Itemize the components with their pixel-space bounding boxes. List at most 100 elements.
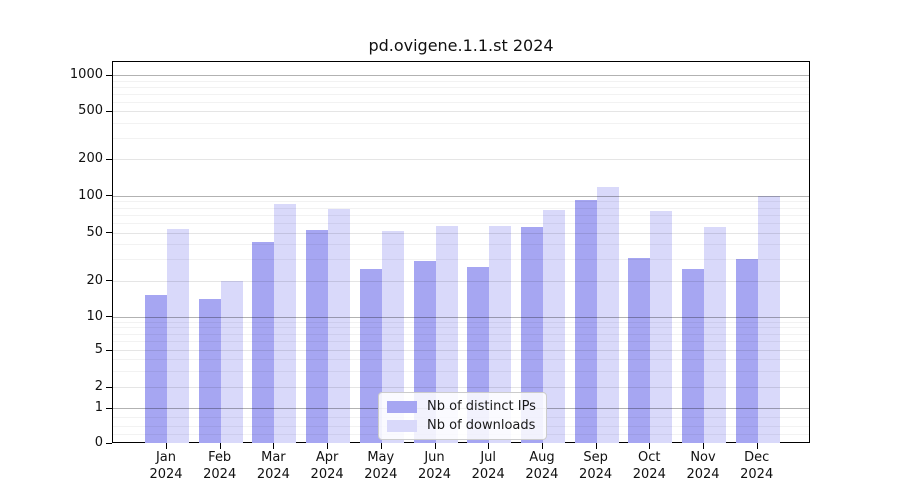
y-tick-mark bbox=[106, 349, 112, 351]
y-axis-tick-label: 10 bbox=[86, 308, 103, 324]
y-axis-tick-label: 5 bbox=[94, 342, 103, 357]
gridline bbox=[113, 341, 809, 343]
x-tick-mark bbox=[649, 443, 651, 449]
x-tick-mark bbox=[219, 443, 221, 449]
x-tick-year: 2024 bbox=[417, 467, 452, 482]
gridline bbox=[113, 195, 809, 197]
y-tick-mark bbox=[106, 158, 112, 160]
gridline bbox=[113, 75, 809, 77]
x-tick-year: 2024 bbox=[310, 467, 344, 482]
y-axis-tick-label: 0 bbox=[94, 435, 103, 450]
x-axis-tick-label: Oct 2024 bbox=[617, 449, 681, 483]
bar-downloads bbox=[757, 195, 780, 443]
bar-downloads bbox=[704, 227, 726, 443]
x-tick-mark bbox=[488, 443, 490, 449]
legend-swatch-distinct-ips bbox=[387, 400, 417, 413]
y-tick-mark bbox=[106, 386, 112, 388]
x-tick-year: 2024 bbox=[203, 467, 237, 482]
y-tick-mark bbox=[106, 407, 112, 409]
x-axis-tick-label: Apr 2024 bbox=[295, 449, 359, 483]
legend-label-distinct-ips: Nb of distinct IPs bbox=[427, 399, 536, 414]
bar-downloads bbox=[650, 210, 673, 443]
bar-downloads bbox=[381, 231, 404, 443]
x-tick-month: Mar bbox=[261, 450, 286, 465]
gridline bbox=[113, 138, 809, 140]
y-axis-tick-label: 1 bbox=[94, 400, 103, 415]
x-tick-year: 2024 bbox=[364, 467, 398, 482]
gridline bbox=[113, 387, 809, 388]
gridline bbox=[113, 370, 809, 372]
x-tick-month: Aug bbox=[529, 450, 555, 465]
gridline bbox=[113, 280, 809, 282]
y-tick-mark bbox=[106, 442, 112, 444]
x-tick-mark bbox=[327, 443, 329, 449]
y-axis-tick-label: 500 bbox=[78, 103, 103, 119]
x-axis-tick-label: Jul 2024 bbox=[456, 449, 520, 483]
x-tick-month: Dec bbox=[744, 450, 770, 465]
bar-downloads bbox=[542, 210, 565, 443]
x-tick-mark bbox=[434, 443, 436, 449]
gridline bbox=[113, 80, 809, 82]
bar-downloads bbox=[220, 280, 243, 443]
x-axis-tick-label: Feb 2024 bbox=[188, 449, 252, 483]
x-tick-year: 2024 bbox=[525, 467, 559, 482]
x-tick-year: 2024 bbox=[740, 467, 774, 482]
bar-distinct-ips bbox=[735, 259, 758, 443]
bar-downloads bbox=[274, 203, 297, 443]
x-tick-mark bbox=[273, 443, 275, 449]
y-tick-mark bbox=[106, 74, 112, 76]
bar-distinct-ips bbox=[306, 230, 329, 443]
legend-item-downloads: Nb of downloads bbox=[387, 418, 536, 433]
y-tick-mark bbox=[106, 195, 112, 197]
x-tick-year: 2024 bbox=[632, 467, 666, 482]
gridline bbox=[113, 207, 809, 209]
x-tick-month: Sep bbox=[583, 450, 608, 465]
gridline bbox=[113, 86, 809, 88]
chart-title: pd.ovigene.1.1.st 2024 bbox=[368, 36, 554, 55]
x-tick-month: Jun bbox=[424, 450, 445, 465]
y-tick-mark bbox=[106, 280, 112, 281]
x-axis-tick-label: Dec 2024 bbox=[725, 449, 789, 483]
gridline bbox=[113, 327, 809, 329]
plot-area bbox=[112, 61, 810, 443]
bar-downloads bbox=[435, 226, 458, 443]
bar-distinct-ips bbox=[145, 295, 167, 443]
gridline bbox=[113, 350, 809, 351]
x-tick-year: 2024 bbox=[149, 467, 183, 482]
gridline bbox=[113, 123, 809, 125]
gridline bbox=[113, 259, 809, 261]
y-axis-tick-label: 1000 bbox=[69, 67, 103, 83]
y-tick-mark bbox=[106, 110, 112, 112]
gridline bbox=[113, 111, 809, 113]
x-tick-mark bbox=[595, 443, 597, 449]
x-tick-month: Jul bbox=[480, 450, 497, 465]
bar-downloads bbox=[596, 187, 619, 443]
gridline bbox=[113, 159, 809, 161]
x-tick-month: Apr bbox=[315, 450, 339, 465]
gridline bbox=[113, 321, 809, 323]
x-axis-tick-label: Jun 2024 bbox=[403, 449, 467, 483]
gridline bbox=[113, 232, 809, 234]
legend-swatch-downloads bbox=[387, 419, 417, 432]
x-tick-mark bbox=[756, 443, 758, 449]
x-tick-mark bbox=[166, 443, 167, 449]
y-axis-tick-label: 50 bbox=[86, 224, 103, 240]
y-axis-tick-label: 200 bbox=[78, 151, 103, 167]
y-axis-tick-label: 20 bbox=[86, 272, 103, 288]
x-tick-mark bbox=[703, 443, 704, 449]
legend-label-downloads: Nb of downloads bbox=[427, 418, 536, 433]
x-tick-year: 2024 bbox=[256, 467, 290, 482]
x-axis-tick-label: Mar 2024 bbox=[241, 449, 305, 483]
y-axis-tick-label: 2 bbox=[94, 379, 103, 394]
gridline bbox=[113, 214, 809, 216]
gridline bbox=[113, 93, 809, 95]
x-axis-tick-label: Jan 2024 bbox=[134, 449, 198, 483]
x-tick-year: 2024 bbox=[579, 467, 613, 482]
x-tick-mark bbox=[541, 443, 543, 449]
bar-downloads bbox=[167, 229, 189, 443]
x-axis-tick-label: Nov 2024 bbox=[671, 449, 735, 483]
legend-item-distinct-ips: Nb of distinct IPs bbox=[387, 399, 536, 414]
x-tick-month: Feb bbox=[208, 450, 232, 465]
bar-distinct-ips bbox=[520, 227, 543, 443]
